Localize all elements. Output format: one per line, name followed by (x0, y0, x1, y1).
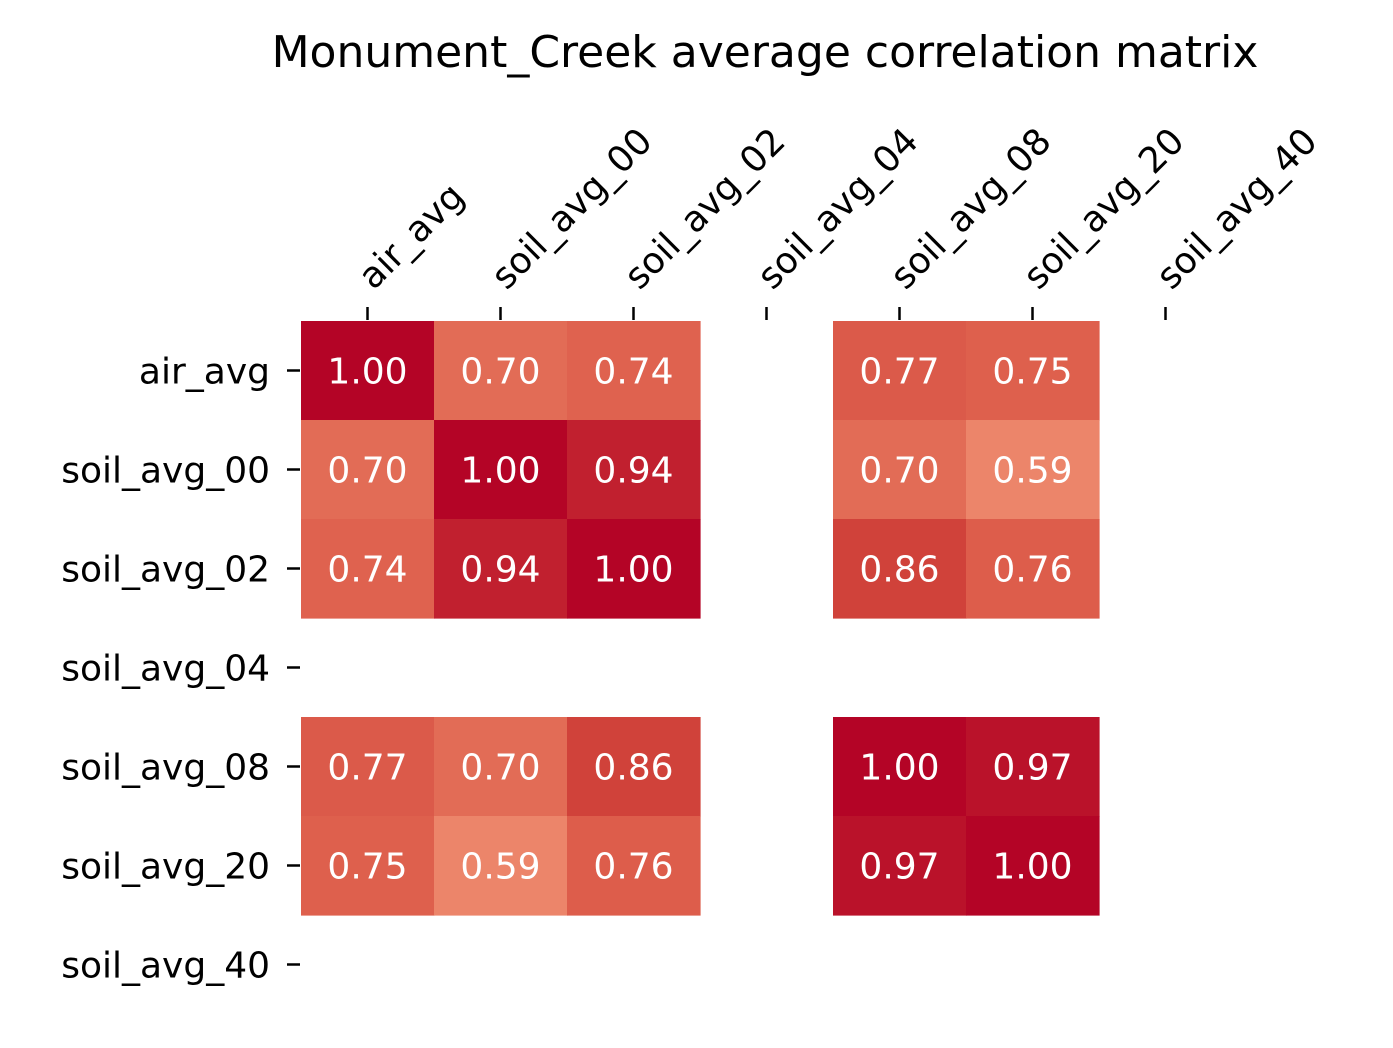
heatmap-cell-soil_avg_20-air_avg (301, 816, 435, 916)
cell-value-label: 0.86 (593, 748, 673, 789)
cell-value-label: 0.70 (460, 748, 540, 789)
cell-value-label: 1.00 (992, 847, 1072, 888)
heatmap-cell-soil_avg_08-soil_avg_20 (966, 717, 1100, 817)
heatmap-cell-soil_avg_20-soil_avg_02 (567, 816, 701, 916)
cell-value-label: 0.59 (992, 451, 1072, 492)
heatmap-cell-soil_avg_08-air_avg (301, 717, 435, 817)
heatmap-cell-soil_avg_20-soil_avg_20 (966, 816, 1100, 916)
heatmap-cell-air_avg-soil_avg_20 (966, 321, 1100, 421)
y-tick-label: soil_avg_08 (61, 748, 270, 789)
heatmap-cell-soil_avg_02-soil_avg_08 (833, 519, 967, 619)
y-tick-label: soil_avg_02 (61, 550, 270, 591)
heatmap-cell-soil_avg_08-soil_avg_08 (833, 717, 967, 817)
heatmap-annotations: 1.00 0.70 0.74 0.77 0.75 0.70 1.00 0.94 0.70 0.59… (327, 352, 1072, 888)
heatmap-cell-soil_avg_00-soil_avg_00 (434, 420, 568, 520)
heatmap-cell-soil_avg_00-air_avg (301, 420, 435, 520)
heatmap-cell-soil_avg_08-soil_avg_00 (434, 717, 568, 817)
heatmap-cell-soil_avg_20-soil_avg_08 (833, 816, 967, 916)
cell-value-label: 0.75 (327, 847, 407, 888)
cell-value-label: 0.94 (593, 451, 673, 492)
cell-value-label: 0.75 (992, 352, 1072, 393)
heatmap-cell-air_avg-air_avg (301, 321, 435, 421)
cell-value-label: 0.76 (992, 550, 1072, 591)
cell-value-label: 0.74 (593, 352, 673, 393)
y-tick-label: soil_avg_40 (61, 946, 270, 987)
cell-value-label: 0.86 (859, 550, 939, 591)
heatmap-cell-air_avg-soil_avg_08 (833, 321, 967, 421)
cell-value-label: 0.70 (327, 451, 407, 492)
y-tick-label: soil_avg_00 (61, 451, 270, 492)
heatmap-cell-soil_avg_02-soil_avg_00 (434, 519, 568, 619)
y-tick-label: soil_avg_20 (61, 847, 270, 888)
cell-value-label: 1.00 (859, 748, 939, 789)
heatmap-cell-soil_avg_00-soil_avg_08 (833, 420, 967, 520)
chart-title: Monument_Creek average correlation matri… (272, 27, 1259, 78)
cell-value-label: 0.74 (327, 550, 407, 591)
cell-value-label: 0.59 (460, 847, 540, 888)
cell-value-label: 0.77 (859, 352, 939, 393)
heatmap-cell-soil_avg_02-soil_avg_20 (966, 519, 1100, 619)
cell-value-label: 0.97 (859, 847, 939, 888)
y-tick-label: soil_avg_04 (61, 649, 270, 690)
heatmap-cells (301, 321, 1100, 916)
cell-value-label: 0.70 (460, 352, 540, 393)
cell-value-label: 1.00 (327, 352, 407, 393)
y-tick-label: air_avg (139, 352, 270, 393)
heatmap-cell-soil_avg_02-soil_avg_02 (567, 519, 701, 619)
heatmap-cell-soil_avg_02-air_avg (301, 519, 435, 619)
cell-value-label: 0.97 (992, 748, 1072, 789)
cell-value-label: 1.00 (460, 451, 540, 492)
heatmap-cell-soil_avg_00-soil_avg_20 (966, 420, 1100, 520)
heatmap-cell-air_avg-soil_avg_00 (434, 321, 568, 421)
cell-value-label: 1.00 (593, 550, 673, 591)
heatmap-cell-soil_avg_00-soil_avg_02 (567, 420, 701, 520)
cell-value-label: 0.70 (859, 451, 939, 492)
cell-value-label: 0.94 (460, 550, 540, 591)
heatmap-cell-soil_avg_20-soil_avg_00 (434, 816, 568, 916)
heatmap-cell-soil_avg_08-soil_avg_02 (567, 717, 701, 817)
heatmap-cell-air_avg-soil_avg_02 (567, 321, 701, 421)
y-axis: air_avg soil_avg_00 soil_avg_02 soil_avg_04… (61, 352, 300, 987)
cell-value-label: 0.76 (593, 847, 673, 888)
cell-value-label: 0.77 (327, 748, 407, 789)
